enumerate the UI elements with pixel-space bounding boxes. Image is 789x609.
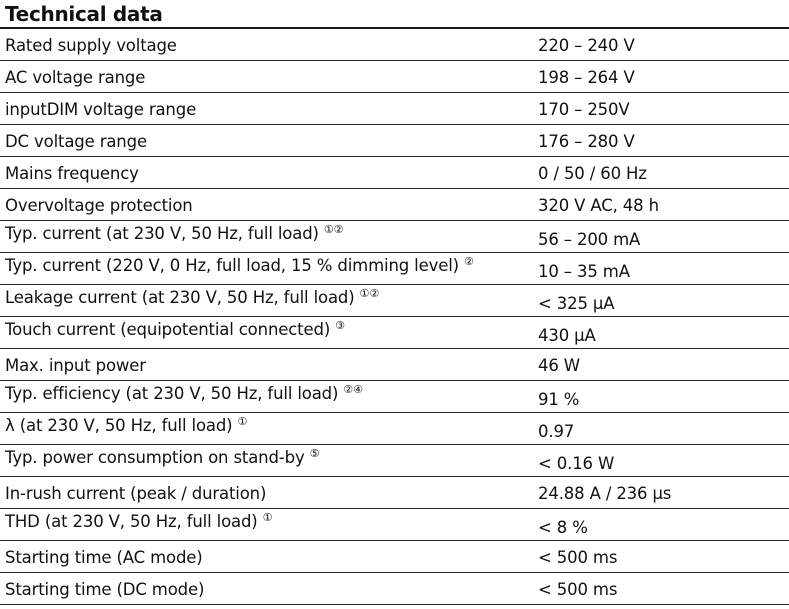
spec-row: Leakage current (at 230 V, 50 Hz, full l…: [0, 285, 789, 317]
spec-row: Typ. efficiency (at 230 V, 50 Hz, full l…: [0, 381, 789, 413]
spec-value: < 325 µA: [538, 294, 615, 313]
spec-row: Starting time (AC mode) < 500 ms: [0, 541, 789, 573]
footnote-marker: ②④: [343, 383, 364, 396]
spec-label: Typ. efficiency (at 230 V, 50 Hz, full l…: [5, 381, 363, 412]
footnote-marker: ①: [262, 511, 273, 524]
spec-label: λ (at 230 V, 50 Hz, full load) ①: [5, 413, 247, 444]
spec-value: 46 W: [538, 356, 580, 375]
spec-row: Typ. current (220 V, 0 Hz, full load, 15…: [0, 253, 789, 285]
spec-label-text: Overvoltage protection: [5, 196, 193, 215]
spec-label: Starting time (DC mode): [5, 573, 204, 604]
spec-value: < 500 ms: [538, 548, 618, 567]
spec-label-text: Leakage current (at 230 V, 50 Hz, full l…: [5, 288, 355, 307]
spec-row: λ (at 230 V, 50 Hz, full load) ① 0.97: [0, 413, 789, 445]
spec-value: < 500 ms: [538, 580, 618, 599]
spec-row: DC voltage range 176 – 280 V: [0, 125, 789, 157]
section-title: Technical data: [5, 2, 163, 26]
spec-value: 0 / 50 / 60 Hz: [538, 164, 647, 183]
spec-label-text: AC voltage range: [5, 68, 146, 87]
spec-row: In-rush current (peak / duration) 24.88 A…: [0, 477, 789, 509]
footnote-marker: ⑤: [309, 447, 320, 460]
spec-label: Mains frequency: [5, 157, 139, 188]
spec-row: Touch current (equipotential connected) ③…: [0, 317, 789, 349]
spec-label-text: Touch current (equipotential connected): [5, 320, 331, 339]
spec-label-text: Typ. current (at 230 V, 50 Hz, full load…: [5, 224, 319, 243]
footnote-marker: ①: [237, 415, 248, 428]
spec-value: 56 – 200 mA: [538, 230, 641, 249]
spec-label-text: Typ. power consumption on stand-by: [5, 448, 305, 467]
spec-label: inputDIM voltage range: [5, 93, 196, 124]
spec-value: 176 – 280 V: [538, 132, 635, 151]
spec-label: Typ. current (220 V, 0 Hz, full load, 15…: [5, 253, 474, 284]
spec-value: 24.88 A / 236 µs: [538, 484, 672, 503]
spec-label: Overvoltage protection: [5, 189, 193, 220]
spec-label: DC voltage range: [5, 125, 147, 156]
title-rule: [0, 27, 789, 29]
spec-value: 430 µA: [538, 326, 596, 345]
spec-label-text: DC voltage range: [5, 132, 147, 151]
spec-label-text: Starting time (DC mode): [5, 580, 205, 599]
spec-value: 91 %: [538, 390, 580, 409]
spec-row: inputDIM voltage range 170 – 250V: [0, 93, 789, 125]
spec-value: 10 – 35 mA: [538, 262, 630, 281]
spec-label: Max. input power: [5, 349, 146, 380]
spec-label: Typ. current (at 230 V, 50 Hz, full load…: [5, 221, 344, 252]
spec-label: Starting time (AC mode): [5, 541, 203, 572]
spec-value: 198 – 264 V: [538, 68, 635, 87]
spec-value: < 8 %: [538, 518, 588, 537]
spec-row: Starting time (DC mode) < 500 ms: [0, 573, 789, 605]
spec-label: Touch current (equipotential connected) ③: [5, 317, 345, 348]
spec-label: Typ. power consumption on stand-by ⑤: [5, 445, 319, 476]
spec-value: 170 – 250V: [538, 100, 630, 119]
spec-row: Mains frequency 0 / 50 / 60 Hz: [0, 157, 789, 189]
spec-label: THD (at 230 V, 50 Hz, full load) ①: [5, 509, 272, 540]
spec-row: Typ. current (at 230 V, 50 Hz, full load…: [0, 221, 789, 253]
footnote-marker: ①②: [359, 287, 380, 300]
spec-value: 0.97: [538, 422, 575, 441]
spec-label-text: λ (at 230 V, 50 Hz, full load): [5, 416, 233, 435]
spec-label: Rated supply voltage: [5, 29, 177, 60]
spec-value: < 0.16 W: [538, 454, 615, 473]
spec-row: AC voltage range 198 – 264 V: [0, 61, 789, 93]
spec-label-text: Mains frequency: [5, 164, 139, 183]
footnote-marker: ①②: [323, 223, 344, 236]
spec-label-text: inputDIM voltage range: [5, 100, 197, 119]
spec-row: Overvoltage protection 320 V AC, 48 h: [0, 189, 789, 221]
spec-value: 220 – 240 V: [538, 36, 635, 55]
spec-label-text: Typ. current (220 V, 0 Hz, full load, 15…: [5, 256, 459, 275]
spec-label: Leakage current (at 230 V, 50 Hz, full l…: [5, 285, 379, 316]
spec-label-text: In-rush current (peak / duration): [5, 484, 267, 503]
spec-label-text: Starting time (AC mode): [5, 548, 203, 567]
spec-value: 320 V AC, 48 h: [538, 196, 659, 215]
spec-label-text: Max. input power: [5, 356, 146, 375]
spec-label-text: Typ. efficiency (at 230 V, 50 Hz, full l…: [5, 384, 339, 403]
spec-row: THD (at 230 V, 50 Hz, full load) ① < 8 %: [0, 509, 789, 541]
spec-row: Max. input power 46 W: [0, 349, 789, 381]
spec-table: Rated supply voltage 220 – 240 V AC voltag…: [0, 29, 789, 605]
footnote-marker: ②: [463, 255, 474, 268]
footnote-marker: ③: [335, 319, 345, 332]
spec-label-text: THD (at 230 V, 50 Hz, full load): [5, 512, 258, 531]
spec-row: Typ. power consumption on stand-by ⑤ < 0.1…: [0, 445, 789, 477]
spec-row: Rated supply voltage 220 – 240 V: [0, 29, 789, 61]
spec-label: AC voltage range: [5, 61, 145, 92]
spec-label-text: Rated supply voltage: [5, 36, 177, 55]
spec-label: In-rush current (peak / duration): [5, 477, 266, 508]
